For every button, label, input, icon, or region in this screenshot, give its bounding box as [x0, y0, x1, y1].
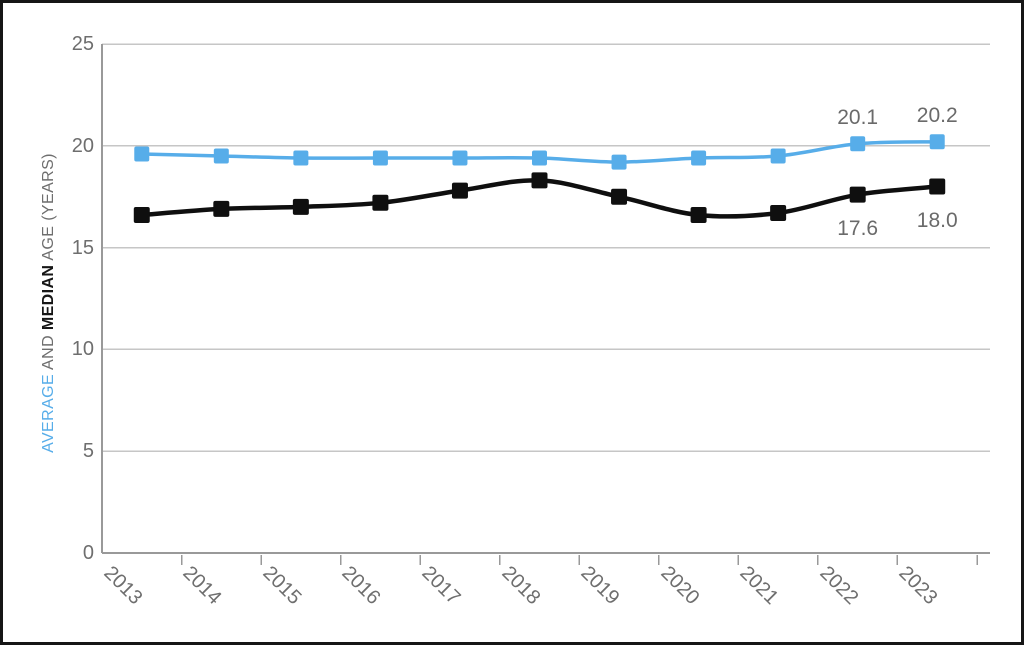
series-marker-median-2021	[770, 204, 787, 221]
series-marker-median-2015	[292, 198, 309, 215]
series-marker-median-2023	[929, 178, 946, 195]
series-marker-average-2014	[213, 148, 229, 164]
series-marker-median-2018	[531, 172, 548, 189]
y-tick-label-15: 15	[71, 236, 94, 259]
series-marker-average-2017	[452, 150, 468, 166]
series-marker-median-2014	[213, 200, 230, 217]
y-axis-title-segment-2: MEDIAN	[40, 264, 57, 331]
series-marker-median-2020	[690, 207, 707, 224]
series-marker-average-2023	[929, 134, 945, 150]
y-tick-label-5: 5	[82, 440, 94, 463]
data-label-median-2023: 18.0	[916, 208, 958, 232]
series-marker-average-2018	[532, 150, 547, 166]
data-label-average-2023: 20.2	[916, 103, 958, 127]
series-marker-average-2021	[770, 148, 786, 164]
y-tick-label-0: 0	[82, 542, 94, 564]
series-marker-average-2016	[372, 150, 388, 166]
series-marker-median-2022	[849, 186, 866, 203]
y-tick-label-20: 20	[71, 134, 94, 157]
series-marker-average-2015	[293, 150, 309, 166]
series-marker-average-2020	[691, 150, 707, 166]
chart-canvas	[101, 43, 990, 565]
data-label-average-2022: 20.1	[837, 105, 879, 129]
y-axis-title: AVERAGE AND MEDIAN AGE (YEARS)	[40, 153, 58, 453]
series-marker-median-2013	[133, 207, 150, 224]
data-label-median-2022: 17.6	[837, 216, 879, 240]
y-tick-label-25: 25	[71, 33, 94, 55]
series-marker-average-2013	[134, 146, 150, 162]
series-marker-median-2016	[372, 194, 389, 211]
y-tick-label-10: 10	[71, 338, 94, 361]
series-marker-average-2022	[850, 136, 866, 152]
series-marker-median-2019	[611, 188, 628, 205]
series-marker-median-2017	[451, 182, 468, 199]
series-marker-average-2019	[611, 154, 627, 170]
